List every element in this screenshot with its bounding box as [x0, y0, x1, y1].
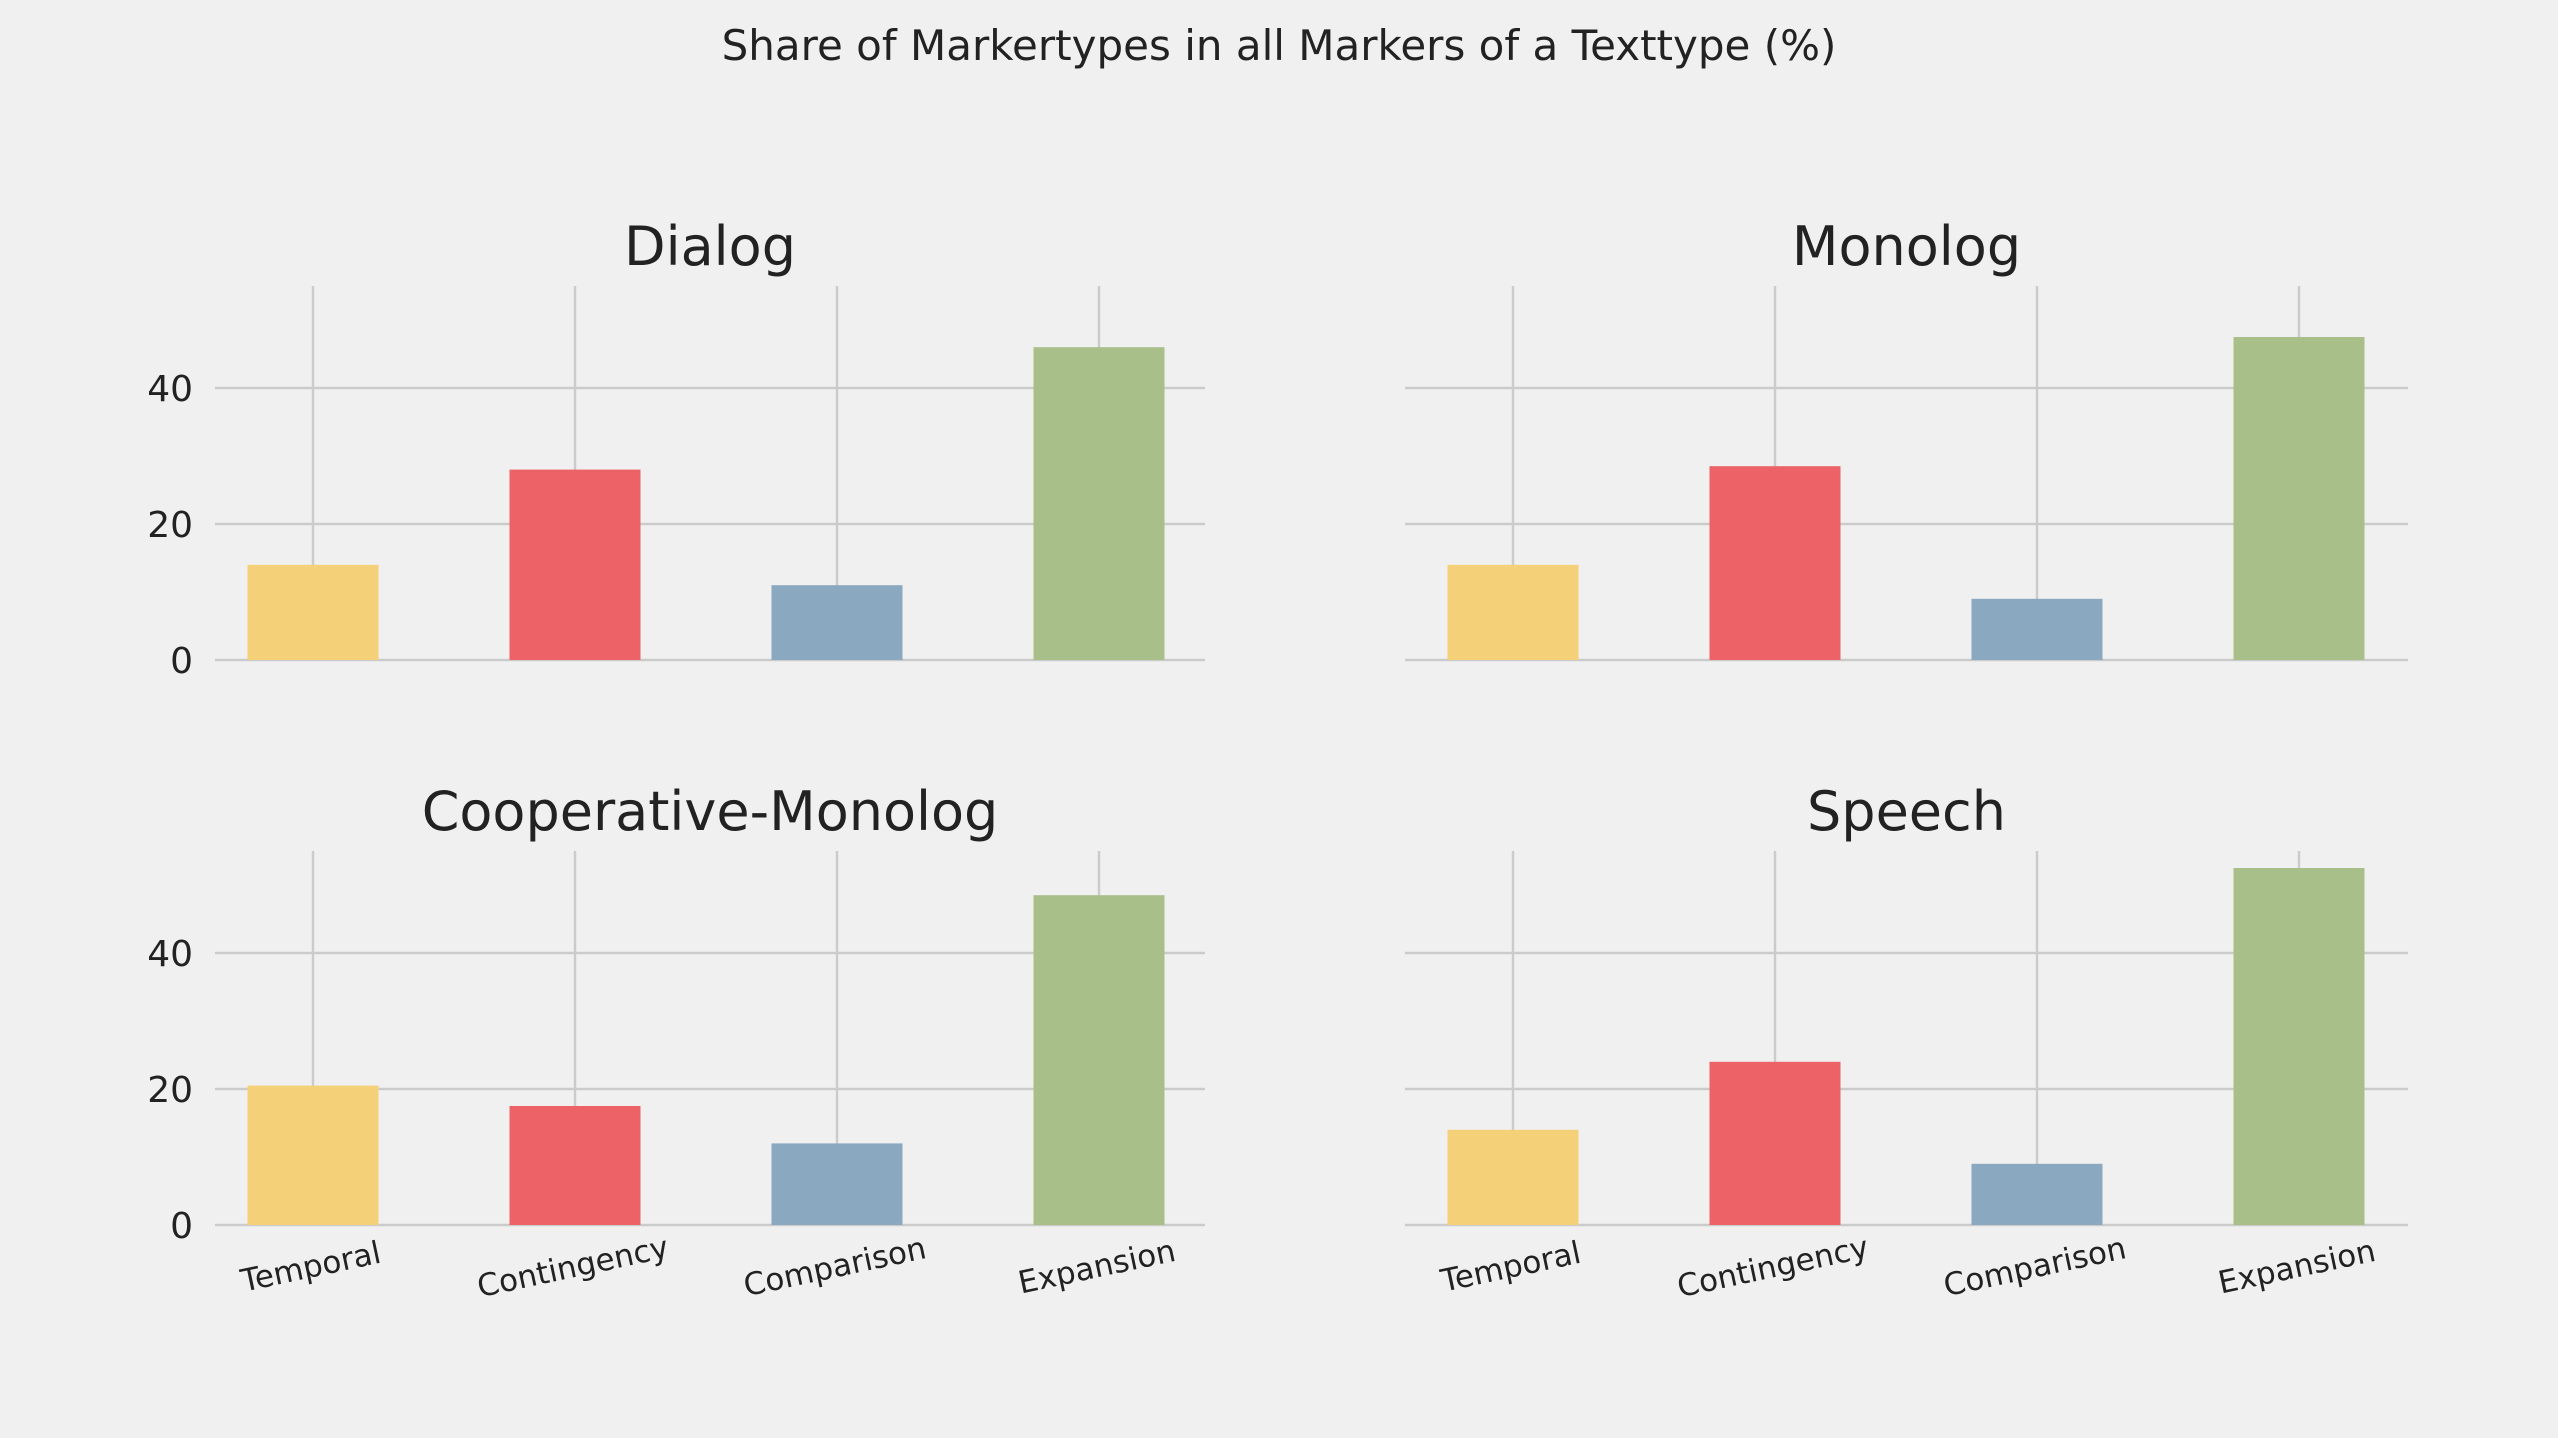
- bar-comparison: [1971, 1163, 2103, 1225]
- bar-comparison: [1971, 598, 2103, 660]
- subplot-title: Monolog: [1792, 215, 2021, 278]
- y-tick-label: 20: [147, 505, 193, 546]
- subplot-title: Cooperative-Monolog: [422, 780, 999, 843]
- bar-expansion: [1033, 895, 1165, 1225]
- bar-contingency: [509, 469, 641, 660]
- subplot-dialog: Dialog 0 20 40: [147, 215, 1205, 682]
- y-tick-label: 0: [170, 1206, 193, 1247]
- figure-suptitle: Share of Markertypes in all Markers of a…: [722, 21, 1837, 70]
- bar-expansion: [2233, 868, 2365, 1225]
- bar-expansion: [2233, 337, 2365, 660]
- bar-temporal: [247, 564, 379, 660]
- bar-contingency: [1709, 466, 1841, 660]
- bar-comparison: [771, 585, 903, 660]
- bar-temporal: [1447, 1129, 1579, 1225]
- bar-comparison: [771, 1143, 903, 1225]
- bar-temporal: [1447, 564, 1579, 660]
- bar-contingency: [1709, 1061, 1841, 1225]
- bar-contingency: [509, 1106, 641, 1225]
- subplot-monolog: Monolog: [1405, 215, 2408, 662]
- y-tick-label: 20: [147, 1070, 193, 1111]
- bar-expansion: [1033, 347, 1165, 660]
- y-tick-label: 0: [170, 641, 193, 682]
- y-tick-label: 40: [147, 934, 193, 975]
- bar-temporal: [247, 1085, 379, 1225]
- y-tick-label: 40: [147, 369, 193, 410]
- subplot-title: Speech: [1807, 780, 2006, 843]
- subplot-title: Dialog: [624, 215, 796, 278]
